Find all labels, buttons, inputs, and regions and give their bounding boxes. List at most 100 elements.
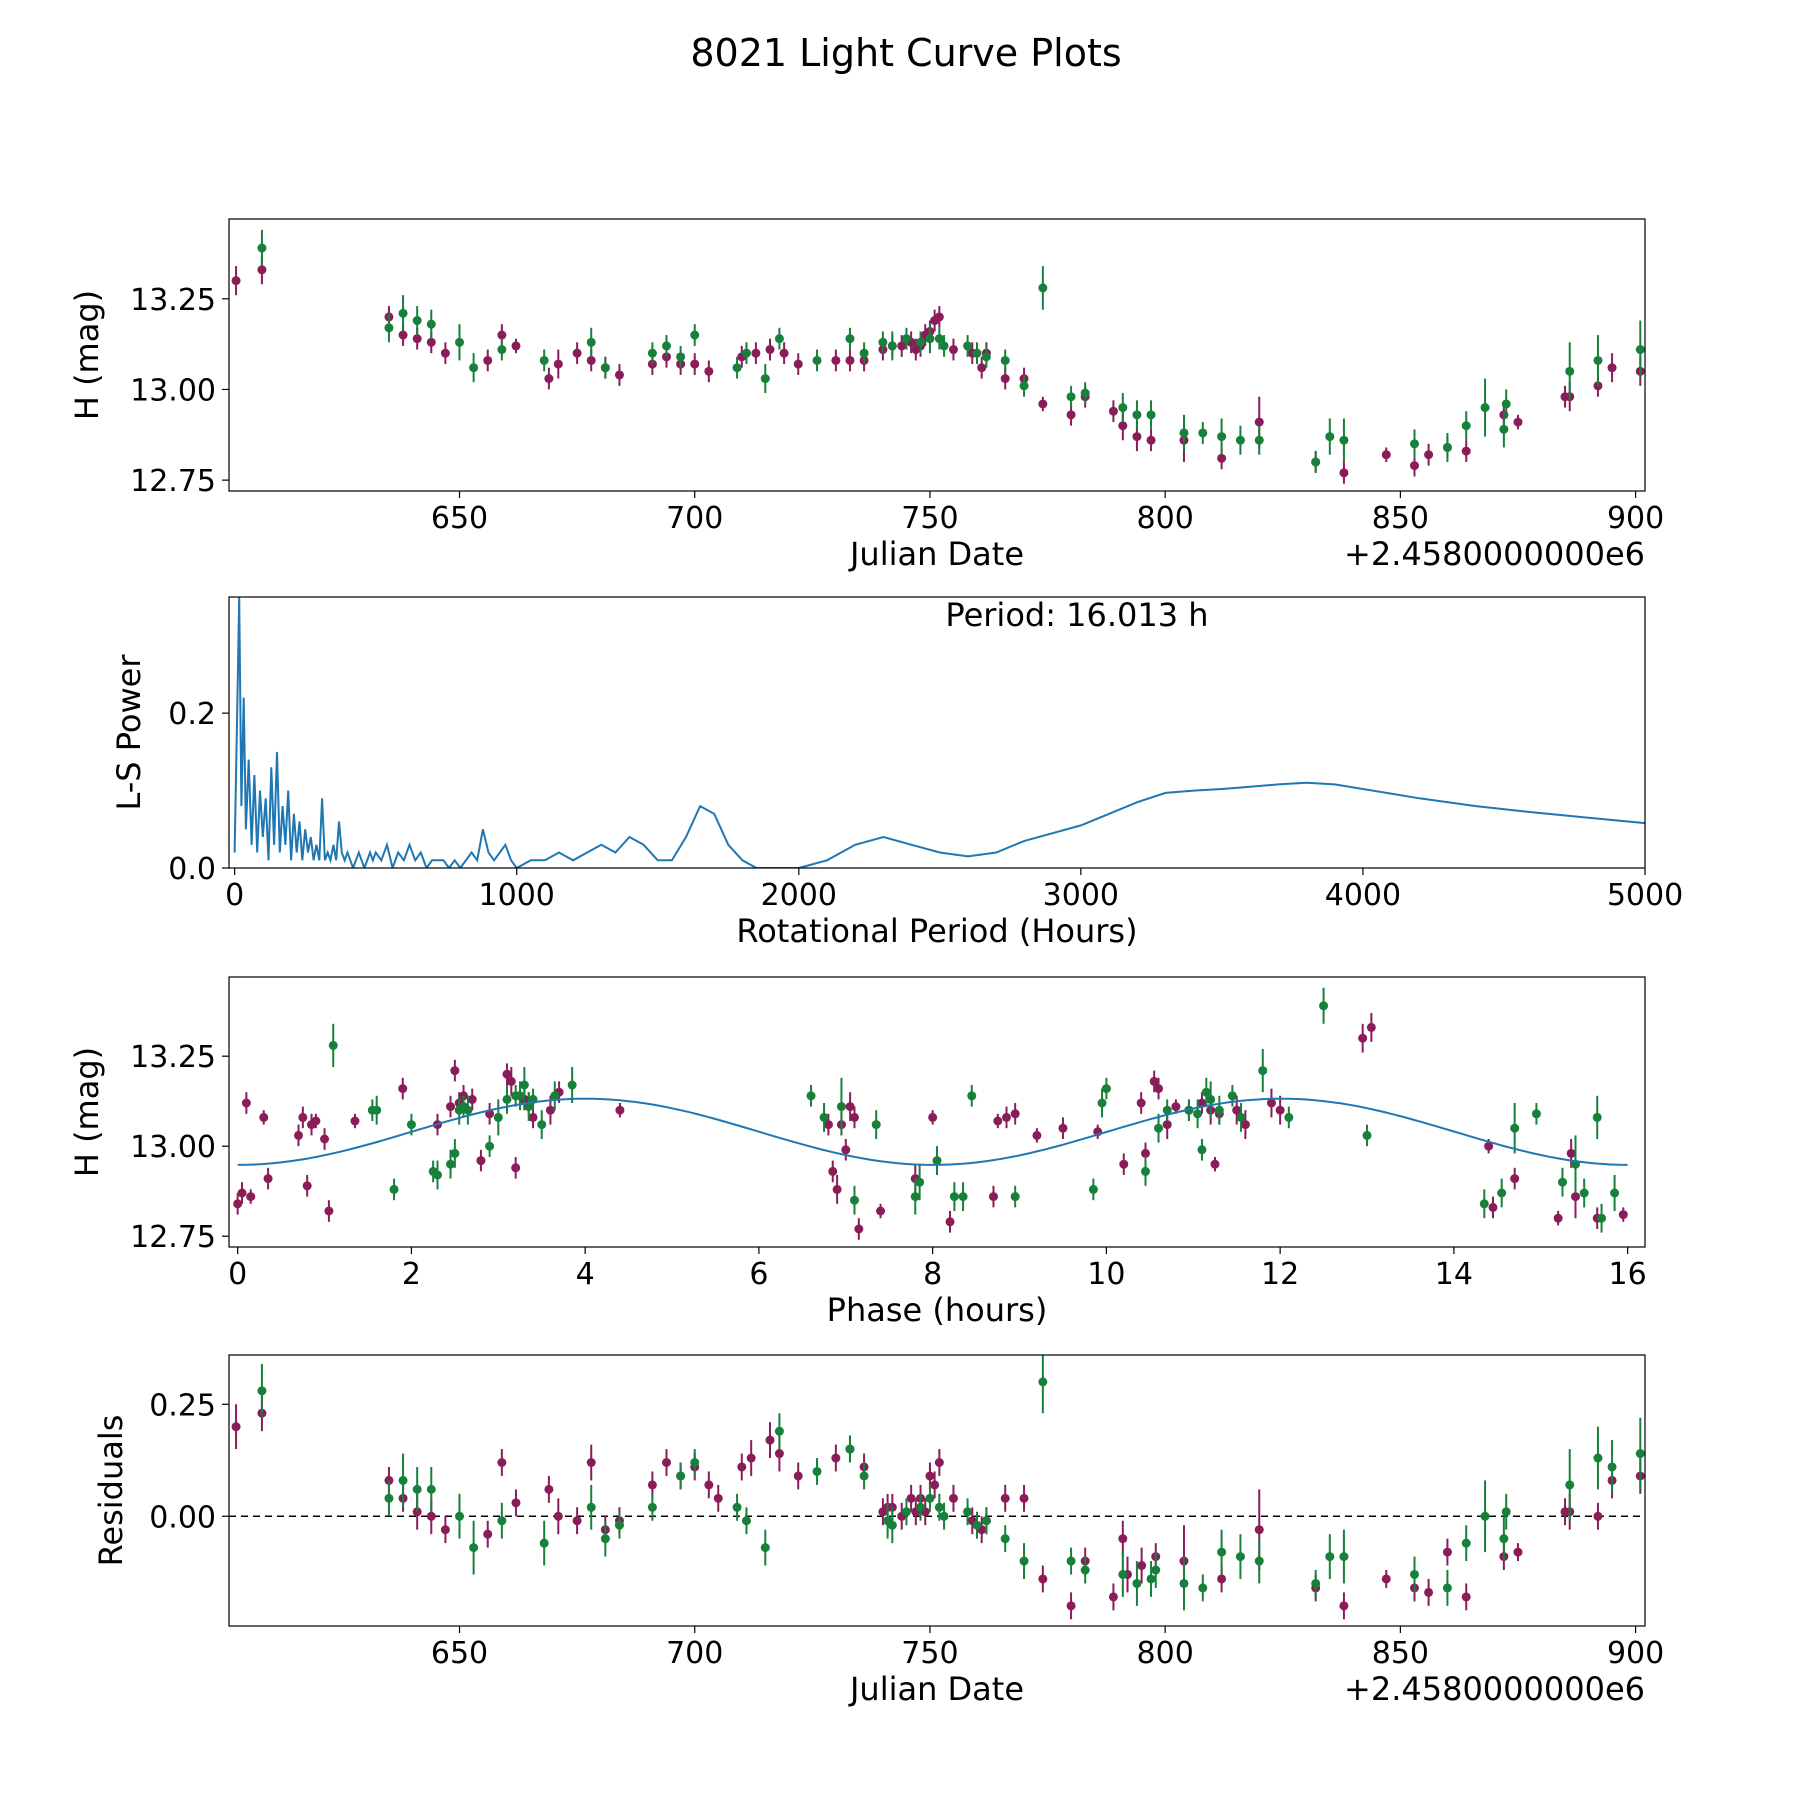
series_a-point-36 bbox=[841, 1145, 851, 1155]
series_a-point-65 bbox=[1266, 1098, 1276, 1108]
series_b-point-31 bbox=[981, 352, 991, 362]
series_a-point-59 bbox=[1197, 1098, 1207, 1108]
series_b-point-24 bbox=[819, 1112, 829, 1122]
series_b-point-20 bbox=[845, 1444, 855, 1454]
series_b-point-52 bbox=[1480, 1511, 1490, 1521]
periodogram-panel: L-S Power Rotational Period (Hours) Peri… bbox=[110, 596, 1683, 950]
series_b-point-41 bbox=[1198, 428, 1208, 438]
series_b-point-61 bbox=[1597, 1213, 1607, 1223]
series_b-point-29 bbox=[963, 341, 973, 351]
series_a-point-7 bbox=[483, 1529, 493, 1539]
series_a-point-0 bbox=[231, 276, 241, 286]
series_a-point-40 bbox=[934, 1458, 944, 1468]
phased-xtick-label-7: 14 bbox=[1435, 1257, 1473, 1292]
series_a-point-4 bbox=[412, 334, 422, 344]
series_a-point-31 bbox=[615, 1105, 625, 1115]
series_b-point-39 bbox=[1154, 1123, 1164, 1133]
series_a-point-6 bbox=[440, 1525, 450, 1535]
series_b-point-0 bbox=[328, 1040, 338, 1050]
series_b-point-45 bbox=[1206, 1094, 1216, 1104]
series_a-point-9 bbox=[511, 341, 521, 351]
series_a-point-64 bbox=[1461, 1592, 1471, 1602]
series_a-point-13 bbox=[586, 1458, 596, 1468]
series_b-point-39 bbox=[1146, 410, 1156, 420]
series_a-point-25 bbox=[774, 1449, 784, 1459]
series_a-point-39 bbox=[948, 345, 958, 355]
series_b-point-33 bbox=[1019, 1556, 1029, 1566]
phased-xtick-label-8: 16 bbox=[1609, 1257, 1647, 1292]
series_a-point-12 bbox=[324, 1206, 334, 1216]
series_a-point-12 bbox=[572, 348, 582, 358]
series_b-point-2 bbox=[398, 1475, 408, 1485]
lightcurve-ytick-label-2: 13.25 bbox=[130, 283, 216, 318]
residuals-ylabel: Residuals bbox=[92, 1415, 130, 1567]
series_a-point-44 bbox=[988, 1192, 998, 1202]
series_b-point-35 bbox=[1088, 1184, 1098, 1194]
series_a-point-33 bbox=[828, 1166, 838, 1176]
series_b-point-34 bbox=[1010, 1192, 1020, 1202]
series_b-point-37 bbox=[1118, 403, 1128, 413]
lightcurve-xlabel: Julian Date bbox=[848, 535, 1024, 573]
series_a-point-53 bbox=[1137, 1561, 1147, 1571]
series_b-point-13 bbox=[493, 1112, 503, 1122]
series_b-point-28 bbox=[939, 1511, 949, 1521]
series_a-point-13 bbox=[350, 1116, 360, 1126]
series_b-point-2 bbox=[372, 1105, 382, 1115]
lightcurve-plot-area bbox=[231, 229, 1645, 484]
series_b-point-48 bbox=[1236, 1112, 1246, 1122]
series_a-point-47 bbox=[1010, 1109, 1020, 1119]
residuals-plot-area bbox=[229, 1355, 1645, 1620]
series_a-point-41 bbox=[948, 1493, 958, 1503]
series_b-point-12 bbox=[647, 1502, 657, 1512]
series_a-point-66 bbox=[1275, 1105, 1285, 1115]
series_b-point-17 bbox=[519, 1080, 529, 1090]
series_b-point-55 bbox=[1593, 355, 1603, 365]
series_b-point-32 bbox=[1000, 355, 1010, 365]
series_b-point-40 bbox=[1179, 428, 1189, 438]
periodogram-xtick-label-4: 4000 bbox=[1325, 878, 1401, 913]
series_b-point-53 bbox=[1479, 1199, 1489, 1209]
series_a-point-23 bbox=[765, 345, 775, 355]
series_b-point-56 bbox=[1531, 1109, 1541, 1119]
series_b-point-15 bbox=[732, 363, 742, 373]
series_b-point-55 bbox=[1510, 1123, 1520, 1133]
series_a-point-54 bbox=[1149, 1076, 1159, 1086]
series_a-point-11 bbox=[320, 1134, 330, 1144]
series_b-point-25 bbox=[916, 1502, 926, 1512]
periodogram-xtick-label-5: 5000 bbox=[1607, 878, 1683, 913]
series_b-point-38 bbox=[1132, 410, 1142, 420]
phased-xtick-label-3: 6 bbox=[749, 1257, 768, 1292]
series_a-point-16 bbox=[647, 1480, 657, 1490]
series_b-point-23 bbox=[887, 341, 897, 351]
series_b-point-26 bbox=[925, 334, 935, 344]
series_b-point-57 bbox=[1607, 1462, 1617, 1472]
series_a-point-46 bbox=[1001, 1112, 1011, 1122]
series_a-point-45 bbox=[1000, 1493, 1010, 1503]
series_a-point-10 bbox=[544, 1484, 554, 1494]
series_b-point-30 bbox=[972, 348, 982, 358]
series_a-point-24 bbox=[506, 1076, 516, 1086]
series_b-point-25 bbox=[836, 1102, 846, 1112]
series_a-point-9 bbox=[511, 1498, 521, 1508]
series_a-point-72 bbox=[1553, 1213, 1563, 1223]
phased-ytick-label-1: 13.00 bbox=[130, 1130, 216, 1165]
periodogram-xtick-label-3: 3000 bbox=[1043, 878, 1119, 913]
series_b-point-7 bbox=[497, 1516, 507, 1526]
residuals-xlabel: Julian Date bbox=[848, 1670, 1024, 1708]
series_a-point-41 bbox=[977, 363, 987, 373]
series_a-point-20 bbox=[704, 366, 714, 376]
phased-xtick-label-2: 4 bbox=[576, 1257, 595, 1292]
series_b-point-37 bbox=[1101, 1084, 1111, 1094]
series_a-point-53 bbox=[1217, 453, 1227, 463]
phased-fit-curve bbox=[237, 1097, 1628, 1166]
series_b-point-6 bbox=[469, 1543, 479, 1553]
series_a-point-25 bbox=[793, 359, 803, 369]
series_a-point-14 bbox=[398, 1084, 408, 1094]
series_b-point-19 bbox=[812, 1466, 822, 1476]
residuals-ytick-label-1: 0.25 bbox=[149, 1388, 216, 1423]
series_b-point-37 bbox=[1118, 1569, 1128, 1579]
series_a-point-60 bbox=[1381, 1574, 1391, 1584]
series_a-point-12 bbox=[572, 1516, 582, 1526]
series_b-point-6 bbox=[469, 363, 479, 373]
series_b-point-30 bbox=[932, 1156, 942, 1166]
